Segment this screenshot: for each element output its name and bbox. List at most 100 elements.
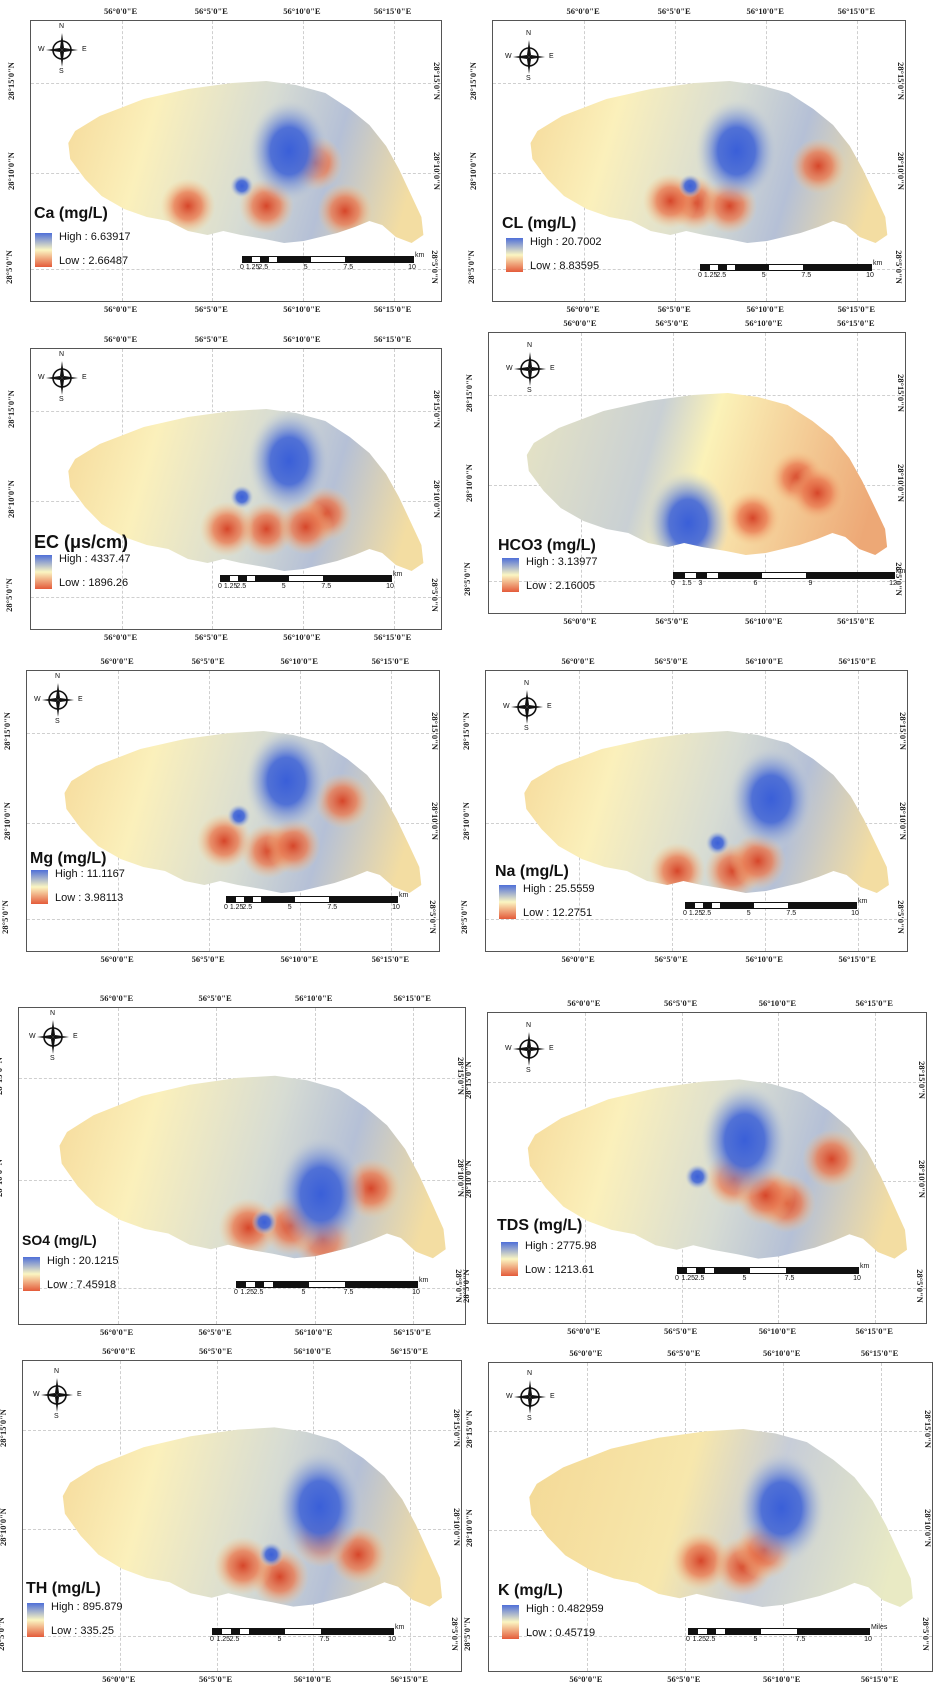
latitude-label: 28°5'0"N (465, 250, 476, 284)
scale-segment (711, 903, 720, 908)
compass-letter-w: W (29, 1033, 36, 1040)
longitude-label: 56°5'0"E (199, 1346, 233, 1356)
graticule-line (486, 919, 907, 921)
low-value-hotspot (238, 501, 294, 557)
compass-letter-s: S (526, 1067, 531, 1074)
longitude-label: 56°0'0"E (99, 993, 134, 1003)
longitude-label: 56°0'0"E (569, 1674, 603, 1684)
compass-letter-e: E (549, 1045, 554, 1052)
scale-segment (264, 1282, 273, 1287)
longitude-label: 56°15'0"E (390, 1674, 428, 1684)
north-arrow-compass: N S W E (30, 673, 90, 735)
legend-color-ramp (31, 870, 48, 904)
scale-segment (696, 1268, 705, 1273)
longitude-label: 56°15'0"E (373, 632, 412, 642)
latitude-label: 28°15'0"N (916, 1060, 927, 1099)
scale-tick-label: 10 (412, 1289, 420, 1296)
longitude-label: 56°0'0"E (104, 6, 138, 16)
map-title: Ca (mg/L) (34, 205, 108, 222)
map-frame (492, 20, 906, 302)
scale-tick-label: 0 (240, 264, 244, 271)
high-value-hotspot (705, 830, 730, 856)
longitude-label: 56°10'0"E (293, 1346, 332, 1356)
scale-segment (686, 903, 695, 908)
scale-segment (231, 1629, 240, 1634)
legend-high-label: High : 6.63917 (59, 231, 131, 243)
scale-unit-label: Miles (871, 1624, 888, 1631)
scale-segment (381, 1282, 417, 1287)
map-title: SO4 (mg/L) (22, 1232, 97, 1248)
scale-segment (363, 897, 397, 902)
high-value-hotspot (700, 1082, 789, 1198)
longitude-label: 56°5'0"E (657, 304, 691, 314)
longitude-label: 56°10'0"E (283, 6, 321, 16)
longitude-label: 56°15'0"E (371, 954, 410, 964)
longitude-label: 56°0'0"E (566, 304, 600, 314)
map-panel-4: 56°0'0"E 56°0'0"E 56°5'0"E 56°5'0"E 56°10'0"… (462, 318, 906, 626)
scale-segment (689, 1629, 698, 1634)
north-arrow-compass: N S W E (502, 342, 562, 404)
map-title: HCO3 (mg/L) (498, 537, 596, 554)
map-frame (18, 1007, 466, 1325)
longitude-label: 56°0'0"E (561, 954, 595, 964)
scale-segment (345, 1282, 381, 1287)
scale-tick-label: 5 (742, 1275, 747, 1282)
scale-segment (718, 265, 727, 270)
island-surface-map (68, 81, 424, 243)
legend-high-label: High : 20.1215 (47, 1255, 119, 1267)
compass-rose-icon (46, 33, 78, 67)
scale-bar (700, 264, 872, 271)
scale-tick-label: 2.5 (253, 1289, 264, 1296)
longitude-label: 56°15'0"E (838, 954, 876, 964)
north-arrow-compass: N S W E (501, 30, 561, 92)
longitude-label: 56°10'0"E (280, 656, 318, 666)
graticule-line (493, 269, 905, 271)
scale-tick-label: 1.5 (681, 580, 692, 587)
compass-letter-s: S (527, 1415, 532, 1422)
latitude-label: 28°15'0"N (431, 62, 442, 100)
longitude-label: 56°5'0"E (191, 954, 225, 964)
compass-letter-s: S (59, 396, 64, 403)
latitude-label: 28°5'0"N (0, 900, 10, 934)
map-panel-2: 56°0'0"E 56°0'0"E 56°5'0"E 56°5'0"E 56°10'0"… (466, 6, 906, 314)
longitude-label: 56°15'0"E (393, 993, 431, 1003)
compass-letter-w: W (503, 703, 510, 710)
legend-color-ramp (502, 1605, 519, 1639)
compass-letter-e: E (73, 1033, 78, 1040)
scale-segment (725, 1629, 761, 1634)
island-surface-map (527, 1079, 908, 1259)
scale-segment (237, 1282, 246, 1287)
island-surface-map (59, 1075, 446, 1259)
longitude-label: 56°15'0"E (393, 1327, 431, 1337)
latitude-label: 28°5'0"N (893, 250, 904, 284)
compass-letter-s: S (50, 1055, 55, 1062)
scale-segment (803, 265, 837, 270)
high-value-hotspot (646, 471, 730, 555)
scale-unit-label: km (860, 1263, 870, 1270)
scale-segment (674, 573, 685, 578)
graticule-line (19, 1287, 465, 1289)
high-value-hotspot (227, 804, 251, 828)
scale-segment (761, 1629, 797, 1634)
scale-segment (750, 1268, 786, 1273)
scale-segment (726, 265, 735, 270)
scale-tick-label: 1.25 (703, 272, 718, 279)
scale-tick-label: 1.25 (216, 1636, 231, 1643)
longitude-label: 56°10'0"E (762, 1674, 801, 1684)
compass-rose-icon (511, 690, 543, 724)
scale-unit-label: km (419, 1277, 429, 1284)
map-panel-10: 56°0'0"E 56°0'0"E 56°5'0"E 56°5'0"E 56°10'0"… (462, 1348, 933, 1684)
scale-tick-label: 2.5 (716, 272, 727, 279)
high-value-hotspot (244, 731, 328, 833)
latitude-label: 28°5'0"N (449, 1616, 460, 1651)
longitude-label: 56°15'0"E (860, 1348, 899, 1358)
scale-tick-label: 1.25 (688, 910, 703, 917)
compass-letter-n: N (527, 342, 533, 349)
compass-letter-n: N (50, 1010, 56, 1017)
scale-segment (321, 1629, 357, 1634)
compass-letter-s: S (59, 68, 64, 75)
scale-segment (222, 1629, 231, 1634)
longitude-label: 56°0'0"E (99, 1327, 134, 1337)
graticule-line (489, 1635, 932, 1637)
latitude-label: 28°15'0"N (462, 1060, 473, 1099)
